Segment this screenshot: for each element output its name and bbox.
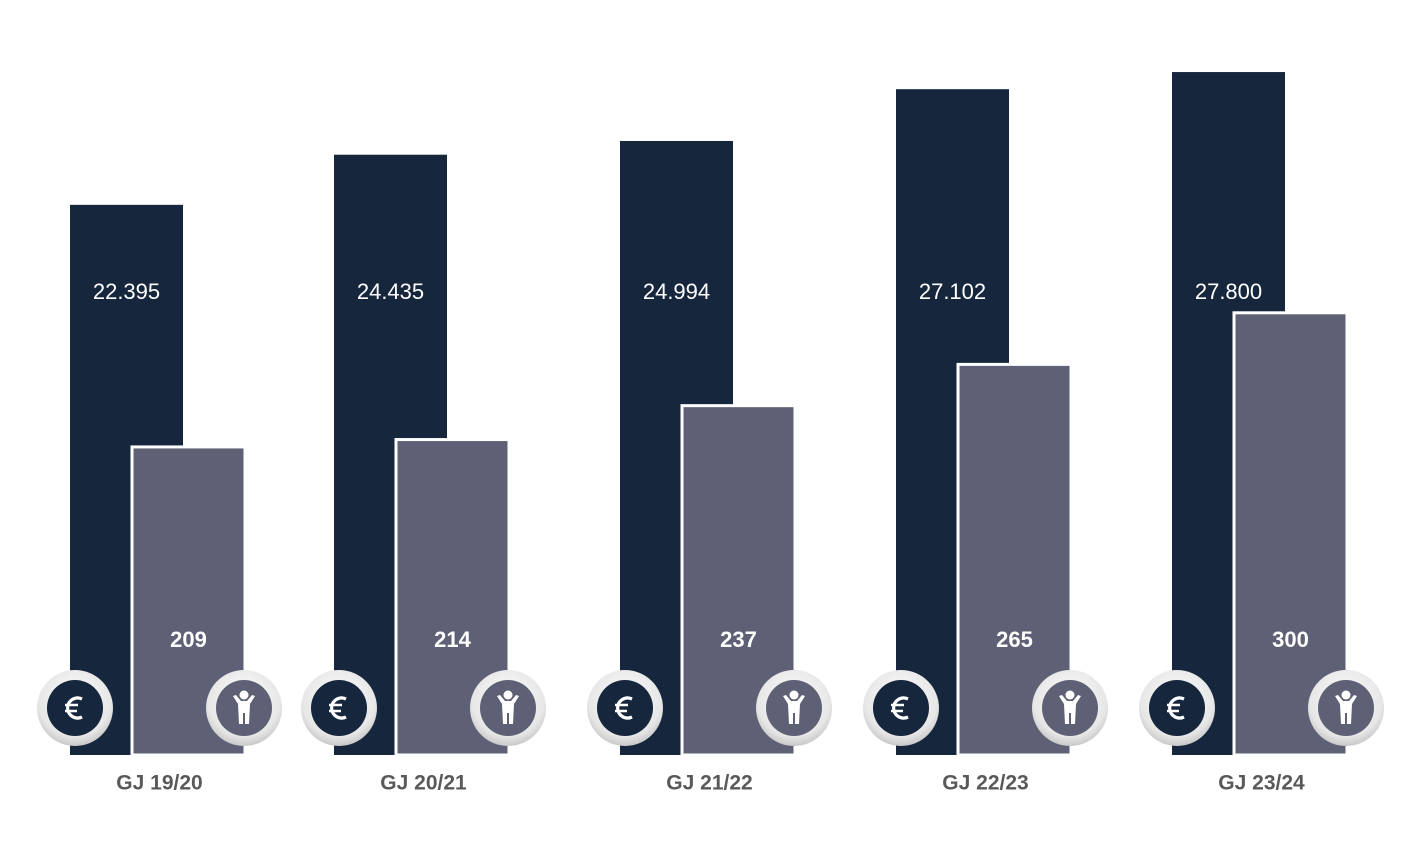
icon-disc xyxy=(1149,680,1205,736)
value-label: 22.395 xyxy=(93,279,160,304)
icon-disc xyxy=(47,680,103,736)
value-label: 24.994 xyxy=(643,279,710,304)
person-body xyxy=(1335,695,1357,724)
person-icon xyxy=(756,670,832,746)
euro-glyph xyxy=(892,696,909,720)
value-label: 27.800 xyxy=(1195,279,1262,304)
euro-icon xyxy=(1139,670,1215,746)
value-label: 300 xyxy=(1272,627,1309,652)
euro-glyph xyxy=(66,696,83,720)
euro-icon xyxy=(301,670,377,746)
bar xyxy=(394,438,511,757)
person-head xyxy=(1341,690,1351,700)
euro-bars xyxy=(615,703,628,713)
person-head xyxy=(503,690,513,700)
person-icon xyxy=(1032,670,1108,746)
euro-bars xyxy=(65,703,78,713)
value-label: 27.102 xyxy=(919,279,986,304)
euro-bars xyxy=(1167,703,1180,713)
euro-icon xyxy=(37,670,113,746)
euro-glyph xyxy=(330,696,347,720)
euro-glyph xyxy=(616,696,633,720)
value-label: 24.435 xyxy=(357,279,424,304)
icon-disc xyxy=(311,680,367,736)
value-label: 265 xyxy=(996,627,1033,652)
person-icon xyxy=(1308,670,1384,746)
person-head xyxy=(789,690,799,700)
x-tick-label: GJ 20/21 xyxy=(380,772,467,795)
value-label: 209 xyxy=(170,627,207,652)
person-body xyxy=(783,695,805,724)
person-head xyxy=(1065,690,1075,700)
icon-disc xyxy=(597,680,653,736)
person-body xyxy=(497,695,519,724)
value-label: 237 xyxy=(720,627,757,652)
x-tick-label: GJ 22/23 xyxy=(942,772,1028,795)
x-tick-label: GJ 21/22 xyxy=(666,772,752,795)
person-head xyxy=(239,690,249,700)
person-icon xyxy=(206,670,282,746)
euro-icon xyxy=(863,670,939,746)
euro-glyph xyxy=(1168,696,1185,720)
euro-bars xyxy=(891,703,904,713)
x-tick-label: GJ 19/20 xyxy=(116,772,202,795)
icon-disc xyxy=(873,680,929,736)
person-icon xyxy=(470,670,546,746)
person-body xyxy=(233,695,255,724)
x-tick-label: GJ 23/24 xyxy=(1218,772,1305,795)
person-body xyxy=(1059,695,1081,724)
value-label: 214 xyxy=(434,627,471,652)
euro-bars xyxy=(329,703,342,713)
euro-icon xyxy=(587,670,663,746)
